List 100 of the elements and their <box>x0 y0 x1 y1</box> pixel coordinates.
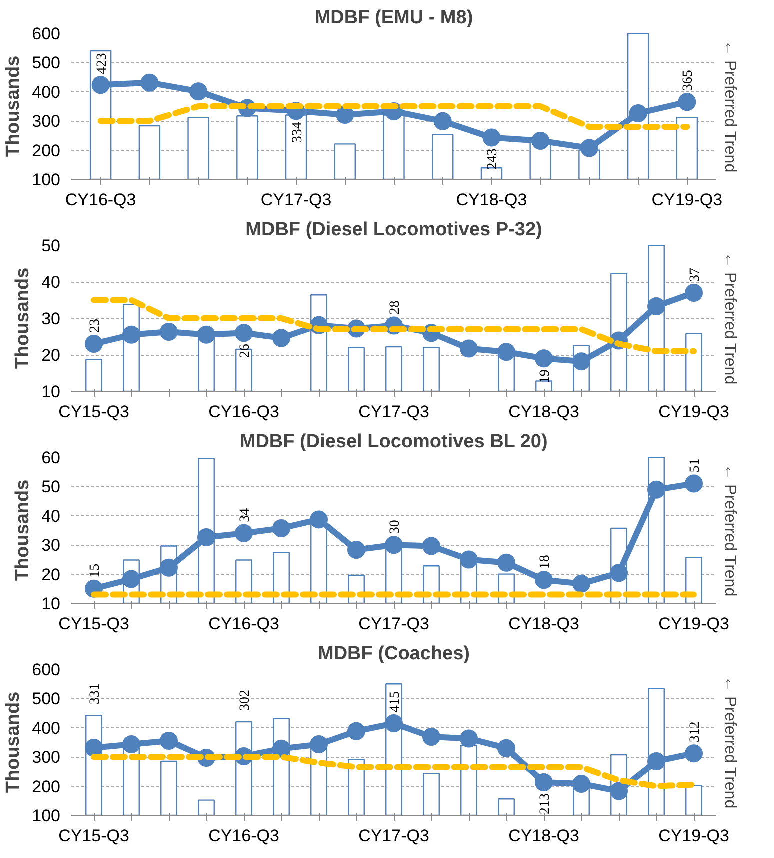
point <box>160 732 178 750</box>
text: ← Preferred Trend <box>722 464 738 597</box>
y-tick-label: 20 <box>42 346 61 365</box>
x-tick-label: CY19-Q3 <box>658 402 730 422</box>
point <box>85 739 103 758</box>
y-axis-title: Thousands <box>3 56 24 158</box>
y-tick-label: 10 <box>42 594 61 614</box>
point <box>460 730 478 748</box>
y-axis-title: Thousands <box>3 692 24 794</box>
x-tick-label: CY17-Q3 <box>358 614 430 634</box>
point <box>310 510 328 529</box>
point <box>535 571 553 590</box>
point <box>235 324 253 342</box>
x-tick-label: CY18-Q3 <box>456 190 528 210</box>
y-axis-title: Thousands <box>12 480 34 582</box>
point <box>685 474 703 493</box>
y-tick-label: 40 <box>42 506 61 526</box>
point <box>610 564 628 582</box>
point <box>348 541 366 560</box>
y-tick-label: 300 <box>32 748 61 768</box>
data-label: 365 <box>681 70 696 92</box>
point <box>272 519 290 538</box>
data-label: 23 <box>88 319 103 334</box>
point <box>580 139 598 158</box>
point <box>482 128 501 147</box>
point <box>122 570 140 588</box>
x-tick-label: CY19-Q3 <box>658 614 730 634</box>
data-label: 15 <box>88 564 103 578</box>
y-tick-label: 500 <box>32 54 61 73</box>
data-label: 30 <box>388 520 403 534</box>
y-tick-label: 200 <box>32 777 61 796</box>
point <box>572 574 590 593</box>
data-label: 302 <box>238 690 253 712</box>
x-tick-label: CY16-Q3 <box>208 614 280 634</box>
chart-title: MDBF (Coaches) <box>318 644 470 664</box>
x-tick-label: CY17-Q3 <box>358 826 430 846</box>
x-tick-label: CY19-Q3 <box>652 190 723 210</box>
point <box>160 558 178 577</box>
y-tick-label: 20 <box>42 565 61 584</box>
y-tick-label: 500 <box>32 690 61 709</box>
point <box>385 536 403 554</box>
y-tick-label: 400 <box>32 82 61 102</box>
x-tick-label: CY16-Q3 <box>208 402 280 422</box>
point <box>685 284 703 302</box>
point <box>198 326 216 344</box>
text: ← Preferred Trend <box>722 252 738 385</box>
point <box>85 335 103 354</box>
y-tick-label: 600 <box>32 660 61 680</box>
y-tick-label: 10 <box>42 382 61 402</box>
y-tick-label: 50 <box>42 236 61 256</box>
point <box>434 112 452 130</box>
point <box>422 537 440 556</box>
point <box>498 739 516 758</box>
chart-title: MDBF (Diesel Locomotives BL 20) <box>240 432 548 452</box>
x-tick-label: CY15-Q3 <box>58 826 130 846</box>
point <box>678 93 696 112</box>
point <box>272 740 290 758</box>
x-tick-label: CY19-Q3 <box>658 826 730 846</box>
point <box>385 714 403 733</box>
x-tick-label: CY18-Q3 <box>508 402 580 422</box>
x-tick-label: CY15-Q3 <box>58 402 130 422</box>
text: ← Preferred Trend <box>722 40 738 173</box>
point <box>235 524 253 542</box>
x-tick-label: CY17-Q3 <box>358 402 430 422</box>
point <box>648 297 666 316</box>
data-label: 26 <box>238 344 253 358</box>
point <box>572 352 590 371</box>
chart-title: MDBF (Diesel Locomotives P-32) <box>246 220 542 240</box>
data-label: 34 <box>238 508 253 522</box>
point <box>310 736 328 754</box>
x-tick-label: CY15-Q3 <box>58 614 130 634</box>
point <box>336 106 354 124</box>
x-tick-label: CY18-Q3 <box>508 614 580 634</box>
y-tick-label: 300 <box>32 112 61 132</box>
data-label: 312 <box>688 722 703 743</box>
point <box>348 722 366 740</box>
data-label: 423 <box>94 53 110 74</box>
x-tick-label: CY18-Q3 <box>508 826 580 846</box>
point <box>648 480 666 499</box>
data-label: 213 <box>538 794 553 815</box>
point <box>535 350 553 368</box>
data-label: 415 <box>388 692 403 713</box>
data-label: 28 <box>388 300 403 315</box>
text: ← Preferred Trend <box>722 676 738 809</box>
point <box>498 554 516 572</box>
point <box>198 528 216 546</box>
data-label: 18 <box>538 555 553 570</box>
data-label: 51 <box>688 458 703 473</box>
point <box>648 752 666 770</box>
y-tick-label: 50 <box>42 478 61 497</box>
point <box>535 774 553 792</box>
point <box>685 744 703 763</box>
y-tick-label: 60 <box>42 448 61 468</box>
data-label: 19 <box>538 370 553 384</box>
y-tick-label: 30 <box>42 536 61 556</box>
point <box>498 343 516 362</box>
point <box>160 323 178 341</box>
point <box>610 782 628 800</box>
point <box>190 82 208 101</box>
point <box>272 329 290 348</box>
